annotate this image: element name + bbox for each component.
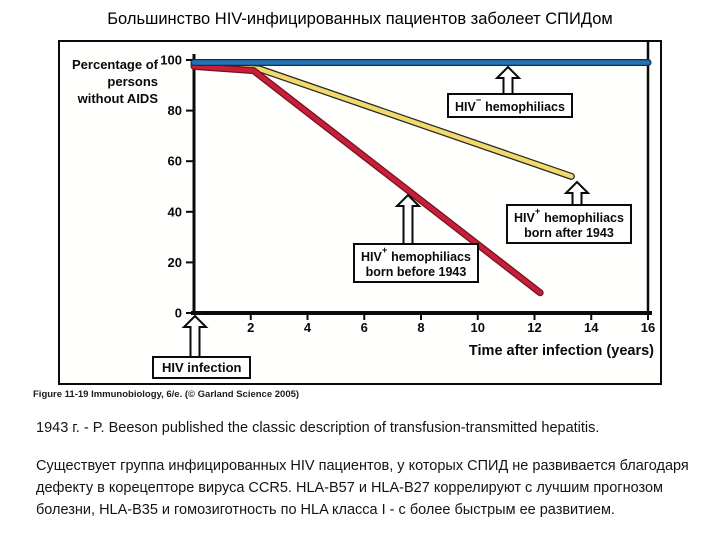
y-tick-label: 60	[168, 154, 182, 169]
x-tick-label: 16	[641, 320, 655, 335]
x-axis-label: Time after infection (years)	[468, 343, 654, 359]
figure-caption: Figure 11-19 Immunobiology, 6/e. (© Garl…	[33, 389, 300, 400]
arrow-hiv-positive-after	[563, 180, 591, 207]
x-tick-label: 4	[304, 320, 312, 335]
arrow-hiv-positive-before	[394, 193, 422, 246]
x-tick-label: 2	[247, 320, 254, 335]
paragraph-ccr5-hla: Существует группа инфицированных HIV пац…	[36, 458, 689, 518]
y-tick-label: 100	[160, 53, 182, 68]
annotation-hiv-infection: HIV infection	[152, 356, 252, 379]
hiv-positive-after-1943-line-outline	[190, 61, 575, 180]
y-tick-label: 80	[168, 103, 182, 118]
paragraph-beeson-1943: 1943 г. - P. Beeson published the classi…	[36, 420, 600, 436]
y-tick-label: 40	[168, 204, 182, 219]
slide-body-text: 1943 г. - P. Beeson published the classi…	[36, 417, 712, 537]
chart-frame: 0 20 40 60 80 100 2 4 6 8 10 12 14 16 Percentage of p…	[58, 40, 662, 385]
slide-title: Большинство HIV-инфицированных пациентов…	[107, 10, 613, 28]
x-tick-label: 6	[361, 320, 368, 335]
arrow-hiv-negative	[494, 65, 522, 95]
annotation-hiv-positive-born-after-1943: HIV+ hemophiliacs born after 1943	[506, 204, 632, 245]
x-tick-label: 8	[417, 320, 424, 335]
y-tick-label: 0	[175, 306, 182, 321]
annotation-hiv-positive-born-before-1943: HIV+ hemophiliacs born before 1943	[353, 243, 479, 284]
arrow-hiv-infection	[181, 314, 209, 359]
annotation-hiv-negative-hemophiliacs: HIV− hemophiliacs	[447, 93, 573, 119]
y-axis-label: Percentage of persons without AIDS	[72, 57, 158, 106]
x-tick-label: 12	[527, 320, 541, 335]
x-tick-label: 14	[584, 320, 599, 335]
chart-plot-area: 0 20 40 60 80 100 2 4 6 8 10 12 14 16	[160, 42, 655, 359]
x-tick-label: 10	[471, 320, 485, 335]
y-tick-label: 20	[168, 255, 182, 270]
hiv-positive-before-1943-line	[191, 64, 543, 296]
